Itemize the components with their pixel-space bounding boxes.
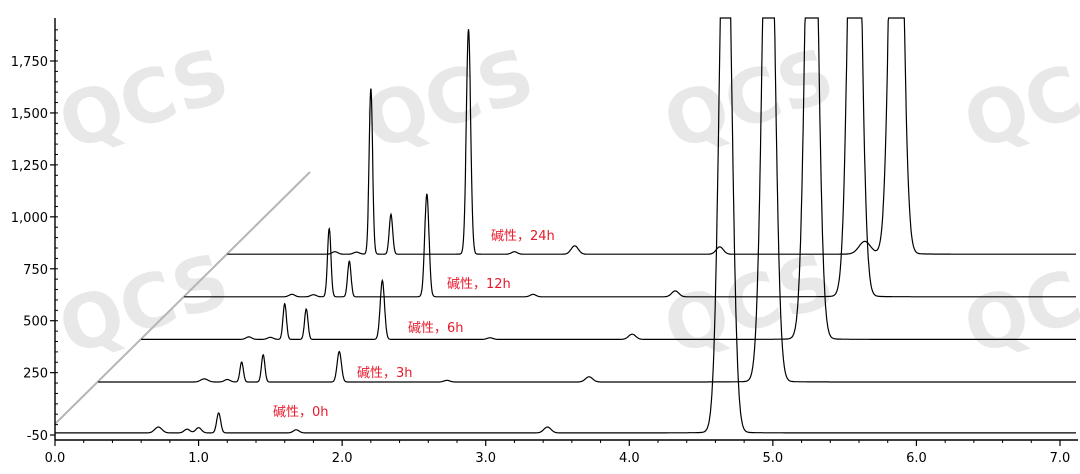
watermark-text: QCS [954,32,1080,167]
chromatogram-trace [55,17,1076,434]
x-tick-label: 1.0 [188,451,209,466]
chromatogram-trace [141,17,1076,340]
y-tick-label: 250 [23,367,48,382]
watermark-text: QCS [354,32,544,167]
trace-label: 碱性，3h [357,366,413,381]
offset-diagonal-line [54,171,311,425]
x-tick-label: 6.0 [906,451,927,466]
watermark-text: QCS [654,237,844,372]
watermark-layer: QCS QCS QCS QCS QCS QCS QCS [49,32,1080,372]
x-tick-label: 5.0 [763,451,784,466]
y-tick-label: 1,750 [11,55,48,70]
x-tick-label: 7.0 [1050,451,1071,466]
x-tick-label: 4.0 [619,451,640,466]
x-axis-ticks: 0.0 1.0 2.0 3.0 4.0 5.0 6.0 7.0 [45,440,1071,466]
chromatogram-trace [184,17,1076,298]
watermark-text: QCS [954,237,1080,372]
watermark-text: QCS [49,237,239,372]
x-tick-label: 2.0 [332,451,353,466]
y-tick-label: 500 [23,315,48,330]
trace-label-layer: 碱性，0h 碱性，3h 碱性，6h 碱性，12h 碱性，24h [273,229,555,420]
y-tick-label: 750 [23,263,48,278]
y-tick-label: 1,250 [11,159,48,174]
trace-label: 碱性，24h [491,229,555,244]
chromatogram-trace [98,17,1076,383]
axes: 0.0 1.0 2.0 3.0 4.0 5.0 6.0 7.0 -50 250 500 750 1,0… [11,18,1078,466]
trace-label: 碱性，6h [408,321,464,336]
watermark-text: QCS [654,32,844,167]
trace-label: 碱性，12h [447,277,511,292]
y-tick-label: -50 [27,429,48,444]
y-axis-ticks: -50 250 500 750 1,000 1,250 1,500 1,750 [11,29,58,444]
x-tick-label: 0.0 [45,451,66,466]
chromatogram-trace [227,17,1076,255]
trace-label: 碱性，0h [273,405,329,420]
watermark-text: QCS [49,32,239,167]
y-tick-label: 1,500 [11,107,48,122]
y-tick-label: 1,000 [11,211,48,226]
trace-layer [55,17,1076,434]
x-tick-label: 3.0 [475,451,496,466]
